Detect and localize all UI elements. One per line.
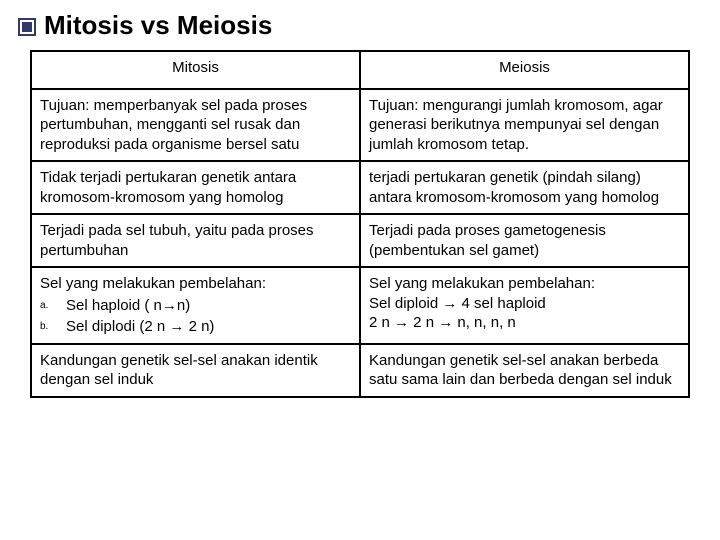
cell-meiosis: Tujuan: mengurangi jumlah kromosom, agar… (360, 89, 689, 162)
cell-line: Sel diploid → 4 sel haploid (369, 294, 680, 314)
cell-mitosis: Sel yang melakukan pembelahan: a. Sel ha… (31, 267, 360, 344)
table-row: Tujuan: memperbanyak sel pada proses per… (31, 89, 689, 162)
cell-sublist: a. Sel haploid ( n→n) b. Sel diplodi (2 … (40, 296, 351, 337)
cell-meiosis: Kandungan genetik sel-sel anakan berbeda… (360, 344, 689, 397)
list-item: a. Sel haploid ( n→n) (40, 296, 351, 316)
list-item: b. Sel diplodi (2 n → 2 n) (40, 317, 351, 337)
cell-line: Sel yang melakukan pembelahan: (369, 274, 680, 294)
cell-meiosis: Sel yang melakukan pembelahan: Sel diplo… (360, 267, 689, 344)
cell-mitosis: Tujuan: memperbanyak sel pada proses per… (31, 89, 360, 162)
list-marker: a. (40, 296, 66, 312)
cell-mitosis: Kandungan genetik sel-sel anakan identik… (31, 344, 360, 397)
cell-mitosis: Tidak terjadi pertukaran genetik antara … (31, 161, 360, 214)
table-row: Terjadi pada sel tubuh, yaitu pada prose… (31, 214, 689, 267)
cell-meiosis: terjadi pertukaran genetik (pindah silan… (360, 161, 689, 214)
col-mitosis-header: Mitosis (31, 51, 360, 89)
cell-line: 2 n → 2 n → n, n, n, n (369, 313, 680, 333)
list-text: Sel haploid ( n→n) (66, 296, 190, 316)
cell-intro: Sel yang melakukan pembelahan: (40, 274, 351, 294)
cell-mitosis: Terjadi pada sel tubuh, yaitu pada prose… (31, 214, 360, 267)
col-meiosis-header: Meiosis (360, 51, 689, 89)
slide-bullet (18, 18, 36, 36)
list-marker: b. (40, 317, 66, 333)
table-header-row: Mitosis Meiosis (31, 51, 689, 89)
table-row: Tidak terjadi pertukaran genetik antara … (31, 161, 689, 214)
list-text: Sel diplodi (2 n → 2 n) (66, 317, 214, 337)
page-title: Mitosis vs Meiosis (44, 10, 272, 41)
cell-meiosis: Terjadi pada proses gametogenesis (pembe… (360, 214, 689, 267)
comparison-table: Mitosis Meiosis Tujuan: memperbanyak sel… (30, 50, 690, 398)
table-row: Kandungan genetik sel-sel anakan identik… (31, 344, 689, 397)
table-row: Sel yang melakukan pembelahan: a. Sel ha… (31, 267, 689, 344)
